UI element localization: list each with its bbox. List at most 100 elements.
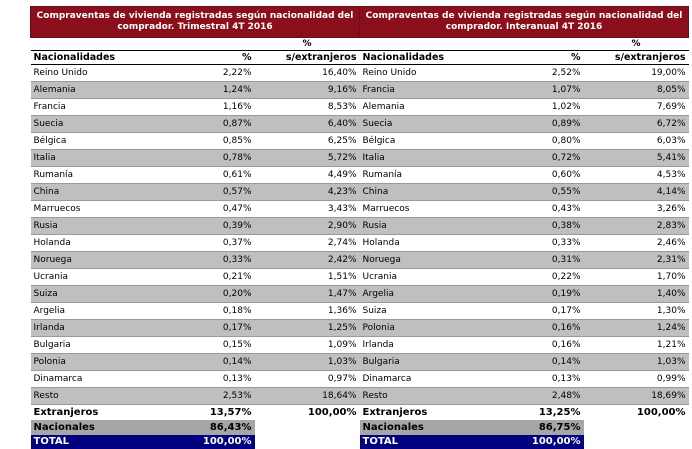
- ext-cell: 4,49%: [254, 166, 360, 184]
- nationality-cell: Suecia: [30, 115, 190, 133]
- pct-cell: 1,02%: [518, 98, 584, 116]
- extranjeros-row: Extranjeros 13,25% 100,00%: [359, 404, 689, 420]
- extranjeros-row: Extranjeros 13,57% 100,00%: [30, 404, 360, 420]
- nationality-cell: Suiza: [30, 285, 190, 303]
- table-row: Alemania 1,24% 9,16%: [30, 81, 360, 99]
- table-row: China 0,57% 4,23%: [30, 183, 360, 201]
- nacionales-row: Nacionales 86,43%: [30, 420, 360, 435]
- nationality-cell: Marruecos: [30, 200, 190, 218]
- table-row: Polonia 0,14% 1,03%: [30, 353, 360, 371]
- pct-cell: 0,39%: [189, 217, 255, 235]
- table-row: Italia 0,72% 5,41%: [359, 149, 689, 167]
- table-yearly: Compraventas de vivienda registradas seg…: [358, 6, 690, 449]
- ext-cell: 1,25%: [254, 319, 360, 337]
- ext-cell: 6,03%: [583, 132, 689, 150]
- table-title: Compraventas de vivienda registradas seg…: [358, 6, 690, 38]
- ext-cell: 6,25%: [254, 132, 360, 150]
- table-row: Holanda 0,33% 2,46%: [359, 234, 689, 252]
- nationality-cell: Bulgaria: [30, 336, 190, 354]
- table-row: Bulgaria 0,14% 1,03%: [359, 353, 689, 371]
- pct-cell: 2,22%: [189, 64, 255, 82]
- table-row: Ucrania 0,21% 1,51%: [30, 268, 360, 286]
- table-row: Argelia 0,19% 1,40%: [359, 285, 689, 303]
- nacionales-label: Nacionales: [359, 420, 519, 435]
- table-row: Suecia 0,87% 6,40%: [30, 115, 360, 133]
- table-row: Alemania 1,02% 7,69%: [359, 98, 689, 116]
- table-row: Francia 1,16% 8,53%: [30, 98, 360, 116]
- table-row: Bélgica 0,80% 6,03%: [359, 132, 689, 150]
- extranjeros-pct: 13,57%: [189, 404, 255, 420]
- pct-cell: 1,24%: [189, 81, 255, 99]
- table-row: Reino Unido 2,52% 19,00%: [359, 64, 689, 82]
- pct-cell: 0,55%: [518, 183, 584, 201]
- pct-cell: 0,18%: [189, 302, 255, 320]
- ext-cell: 1,40%: [583, 285, 689, 303]
- table-row: China 0,55% 4,14%: [359, 183, 689, 201]
- ext-cell: 7,69%: [583, 98, 689, 116]
- nationality-cell: Holanda: [30, 234, 190, 252]
- ext-cell: 6,40%: [254, 115, 360, 133]
- nationality-cell: China: [30, 183, 190, 201]
- column-header-nationality: Nacionalidades: [30, 50, 190, 65]
- nationality-cell: China: [359, 183, 519, 201]
- nationality-cell: Ucrania: [30, 268, 190, 286]
- ext-cell: 5,41%: [583, 149, 689, 167]
- pct-cell: 0,60%: [518, 166, 584, 184]
- ext-cell: 4,53%: [583, 166, 689, 184]
- total-pct: 100,00%: [518, 435, 584, 449]
- ext-cell: 0,97%: [254, 370, 360, 388]
- ext-cell: 16,40%: [254, 64, 360, 82]
- pct-cell: 2,53%: [189, 387, 255, 405]
- pct-cell: 0,37%: [189, 234, 255, 252]
- pct-cell: 0,43%: [518, 200, 584, 218]
- ext-cell: 1,03%: [583, 353, 689, 371]
- extranjeros-label: Extranjeros: [359, 404, 519, 420]
- ext-cell: 2,74%: [254, 234, 360, 252]
- nationality-cell: Alemania: [30, 81, 190, 99]
- nationality-cell: Resto: [359, 387, 519, 405]
- nationality-cell: Marruecos: [359, 200, 519, 218]
- nationality-cell: Polonia: [359, 319, 519, 337]
- table-quarterly: Compraventas de vivienda registradas seg…: [30, 6, 360, 449]
- ext-cell: 3,43%: [254, 200, 360, 218]
- nationality-cell: Argelia: [359, 285, 519, 303]
- ext-cell: 1,24%: [583, 319, 689, 337]
- column-header-ext: s/extranjeros: [254, 50, 360, 65]
- table-body: Reino Unido 2,22% 16,40% Alemania 1,24% 9,16%…: [30, 64, 360, 405]
- table-row: Rumanía 0,60% 4,53%: [359, 166, 689, 184]
- table-row: Italia 0,78% 5,72%: [30, 149, 360, 167]
- pct-cell: 0,61%: [189, 166, 255, 184]
- nationality-cell: Bulgaria: [359, 353, 519, 371]
- nationality-cell: Irlanda: [30, 319, 190, 337]
- ext-cell: 6,72%: [583, 115, 689, 133]
- ext-cell: 8,05%: [583, 81, 689, 99]
- table-row: Dinamarca 0,13% 0,97%: [30, 370, 360, 388]
- table-row: Rusia 0,39% 2,90%: [30, 217, 360, 235]
- ext-cell: 19,00%: [583, 64, 689, 82]
- ext-cell: 4,14%: [583, 183, 689, 201]
- pct-cell: 0,21%: [189, 268, 255, 286]
- nationality-cell: Dinamarca: [30, 370, 190, 388]
- nationality-cell: Rusia: [30, 217, 190, 235]
- ext-cell: 4,23%: [254, 183, 360, 201]
- column-header-nationality: Nacionalidades: [359, 50, 519, 65]
- nationality-cell: Ucrania: [359, 268, 519, 286]
- ext-cell: 1,36%: [254, 302, 360, 320]
- table-title: Compraventas de vivienda registradas seg…: [30, 6, 360, 38]
- ext-cell: 1,03%: [254, 353, 360, 371]
- pct-cell: 0,16%: [518, 319, 584, 337]
- ext-cell: 2,42%: [254, 251, 360, 269]
- nacionales-pct: 86,75%: [518, 420, 584, 435]
- table-row: Dinamarca 0,13% 0,99%: [359, 370, 689, 388]
- ext-cell: 5,72%: [254, 149, 360, 167]
- nationality-cell: Holanda: [359, 234, 519, 252]
- nationality-cell: Noruega: [30, 251, 190, 269]
- pct-cell: 0,47%: [189, 200, 255, 218]
- extranjeros-ext: 100,00%: [583, 404, 689, 420]
- nationality-cell: Francia: [30, 98, 190, 116]
- table-row: Noruega 0,31% 2,31%: [359, 251, 689, 269]
- nationality-cell: Alemania: [359, 98, 519, 116]
- ext-cell: 1,51%: [254, 268, 360, 286]
- pct-cell: 0,72%: [518, 149, 584, 167]
- table-row: Bélgica 0,85% 6,25%: [30, 132, 360, 150]
